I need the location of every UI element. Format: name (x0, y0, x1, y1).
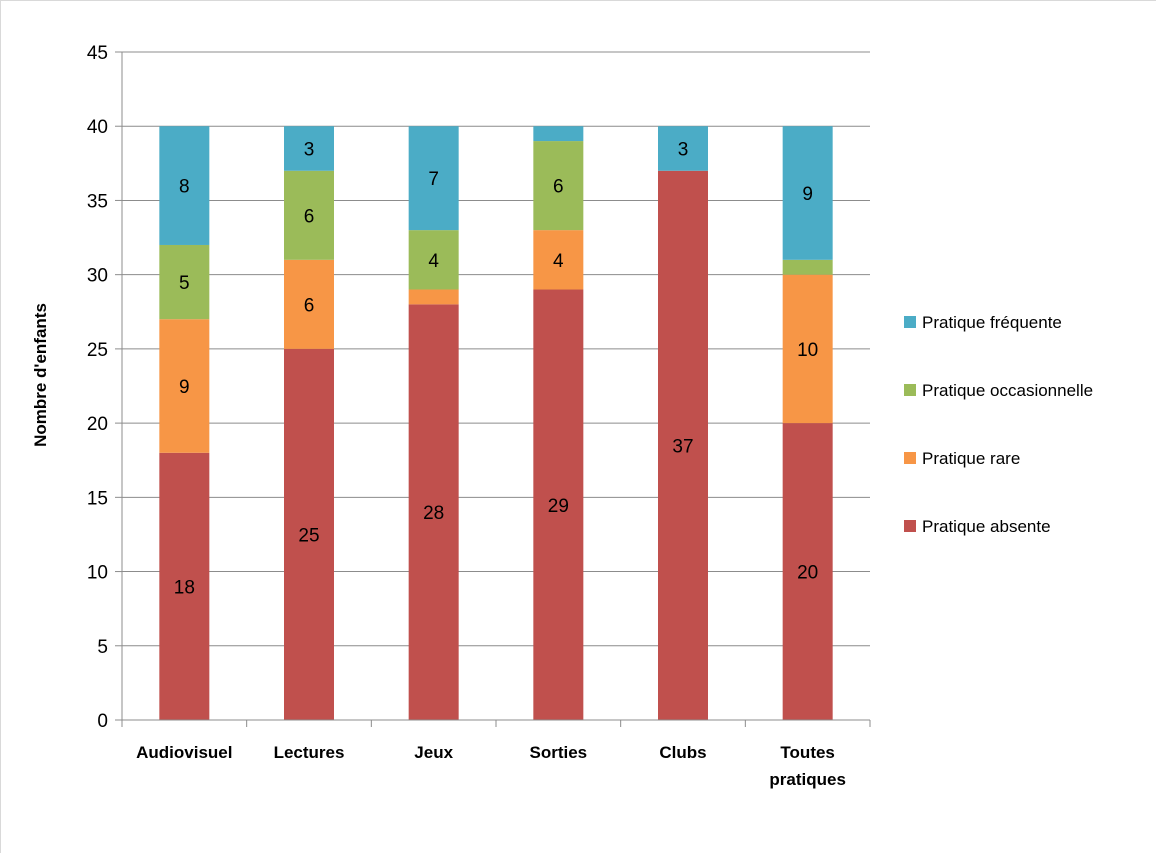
bar-segment (408, 230, 459, 290)
bar-segment (658, 126, 708, 171)
data-label: 28 (423, 503, 444, 524)
legend-swatch (904, 520, 916, 532)
x-tick-label: Audiovisuel (136, 743, 232, 762)
x-tick-label: Toutes (780, 743, 834, 762)
data-label: 6 (553, 177, 564, 198)
bar-segment (408, 289, 459, 305)
legend-label: Pratique rare (922, 449, 1020, 468)
data-label: 18 (174, 577, 195, 598)
bar-segment (658, 170, 708, 720)
data-label: 6 (304, 295, 315, 316)
bar-segment (782, 274, 833, 424)
data-label: 10 (797, 340, 818, 361)
data-label: 6 (304, 206, 315, 227)
data-label: 37 (672, 436, 693, 457)
x-tick-label: Sorties (530, 743, 588, 762)
legend-label: Pratique occasionnelle (922, 381, 1093, 400)
bar-segment (159, 244, 210, 320)
y-tick-label: 30 (87, 266, 108, 287)
x-tick-label: pratiques (769, 770, 846, 789)
bar-segment (284, 126, 334, 171)
data-label: 3 (678, 139, 689, 160)
x-tick-labels: Audiovisuel Lectures Jeux Sorties Clubs Toute… (136, 743, 846, 789)
y-tick-label: 0 (97, 711, 108, 732)
data-label: 3 (304, 139, 315, 160)
data-label: 20 (797, 563, 818, 584)
y-axis-title: Nombre d'enfants (31, 303, 50, 447)
legend-swatch (904, 316, 916, 328)
gridlines (115, 51, 870, 721)
y-tick-label: 20 (87, 414, 108, 435)
bar-segment (533, 230, 584, 290)
data-label: 7 (428, 169, 439, 190)
legend-swatch (904, 384, 916, 396)
x-tick-label: Lectures (274, 743, 345, 762)
x-tick-label: Clubs (659, 743, 706, 762)
y-tick-label: 15 (87, 488, 108, 509)
bar-segment (782, 423, 833, 720)
legend: Pratique fréquente Pratique occasionnelle… (904, 313, 1093, 536)
data-label: 29 (548, 496, 569, 517)
bar-segment (284, 348, 334, 720)
bar-segment (159, 319, 210, 453)
y-tick-label: 35 (87, 191, 108, 212)
bars: 18 9 5 8 25 6 6 3 28 4 7 29 4 6 37 3 20 10 9 (159, 126, 833, 720)
data-label: 25 (298, 525, 319, 546)
y-tick-label: 5 (97, 637, 108, 658)
data-label: 9 (179, 377, 190, 398)
data-label: 9 (802, 184, 813, 205)
data-label: 4 (428, 251, 439, 272)
y-tick-label: 10 (87, 563, 108, 584)
bar-segment (159, 126, 210, 245)
bar-segment (159, 452, 210, 720)
bar-segment (782, 259, 833, 275)
bar-segment (533, 141, 584, 231)
bar-segment (533, 289, 584, 720)
legend-label: Pratique absente (922, 517, 1051, 536)
bar-segment (284, 170, 334, 260)
y-tick-label: 25 (87, 340, 108, 361)
bar-segment (533, 126, 584, 142)
x-tick-label: Jeux (414, 743, 453, 762)
data-label: 5 (179, 273, 190, 294)
legend-label: Pratique fréquente (922, 313, 1062, 332)
y-tick-label: 45 (87, 43, 108, 64)
data-label: 8 (179, 177, 190, 198)
legend-swatch (904, 452, 916, 464)
y-tick-labels: 0 5 10 15 20 25 30 35 40 45 (87, 43, 108, 732)
axes (121, 52, 871, 727)
bar-segment (782, 126, 833, 260)
bar-segment (284, 259, 334, 349)
data-label: 4 (553, 251, 564, 272)
y-tick-label: 40 (87, 117, 108, 138)
bar-segment (408, 304, 459, 720)
bar-segment (408, 126, 459, 231)
